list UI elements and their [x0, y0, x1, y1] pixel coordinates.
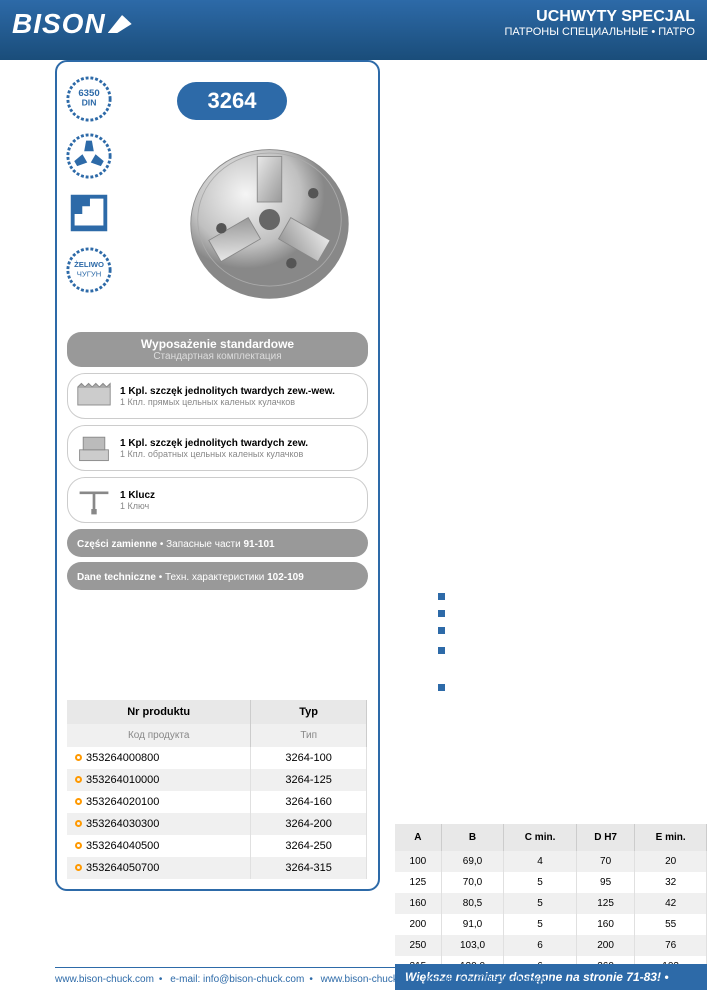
product-type: 3264-315	[251, 857, 367, 879]
status-dot-icon	[75, 820, 82, 827]
equipment-item: 1 Kpl. szczęk jednolitych twardych zew.-…	[67, 373, 368, 419]
product-code: 353264000800	[86, 752, 159, 764]
feature-icons-column: 6350DIN ŻELIWOЧУГУН	[65, 75, 113, 303]
product-code: 353264050700	[86, 862, 159, 874]
jaw-icon	[76, 379, 112, 413]
footer: www.bison-chuck.com• e-mail: info@bison-…	[55, 967, 707, 985]
bar1-pl: Części zamienne	[77, 539, 157, 550]
bar2-pl: Dane techniczne	[77, 572, 156, 583]
equipment-item-pl: 1 Klucz	[120, 490, 155, 501]
material-badge-icon: ŻELIWOЧУГУН	[65, 246, 113, 294]
product-code: 353264020100	[86, 796, 159, 808]
step-badge-icon	[65, 189, 113, 237]
col-header-ru: Код продукта	[67, 724, 251, 747]
product-code: 353264040500	[86, 840, 159, 852]
chuck-product-image	[182, 132, 357, 307]
dim-col: A	[395, 824, 441, 851]
equipment-header-ru: Стандартная комплектация	[77, 351, 358, 362]
equipment-item-pl: 1 Kpl. szczęk jednolitych twardych zew.-…	[120, 386, 335, 397]
logo-swoosh-icon	[108, 15, 132, 33]
status-dot-icon	[75, 754, 82, 761]
table-row: 10069,047020	[395, 851, 707, 872]
equipment-section: Wyposażenie standardowe Стандартная комп…	[67, 332, 368, 590]
col-header-pl: Typ	[251, 700, 367, 724]
product-codes-table: Nr produktuTyp Код продуктаТип 353264000…	[67, 700, 367, 879]
equipment-item: 1 Klucz 1 Ключ	[67, 477, 368, 523]
bar1-ru: Запасные части	[166, 539, 241, 550]
equipment-item-ru: 1 Кпл. обратных цельных каленых кулачков	[120, 449, 308, 459]
equipment-item-text: 1 Kpl. szczęk jednolitych twardych zew.-…	[120, 386, 335, 407]
dim-col: D H7	[576, 824, 634, 851]
footer-email[interactable]: e-mail: info@bison-chuck.com	[170, 974, 304, 985]
product-code: 353264010000	[86, 774, 159, 786]
status-dot-icon	[75, 864, 82, 871]
table-row: 353264010000 3264-125	[67, 769, 367, 791]
svg-text:ЧУГУН: ЧУГУН	[77, 270, 102, 279]
header-title-ru: ПАТРОНЫ СПЕЦИАЛЬНЫЕ • ПАТРО	[505, 26, 695, 38]
product-type: 3264-250	[251, 835, 367, 857]
table-row: 353264000800 3264-100	[67, 747, 367, 769]
table-row: 353264030300 3264-200	[67, 813, 367, 835]
dimensions-table: A B C min. D H7 E min. 10069,047020 1257…	[395, 824, 707, 977]
tech-data-bar: Dane techniczne • Техн. характеристики 1…	[67, 562, 368, 590]
feature-bullets	[438, 593, 445, 701]
footer-url[interactable]: www.bison-chuck.ru	[321, 974, 410, 985]
table-row: 353264020100 3264-160	[67, 791, 367, 813]
header-title-block: UCHWYTY SPECJAL ПАТРОНЫ СПЕЦИАЛЬНЫЕ • ПА…	[505, 8, 695, 38]
product-number-badge: 3264	[177, 82, 287, 120]
product-type: 3264-160	[251, 791, 367, 813]
bullet-icon	[438, 647, 445, 654]
status-dot-icon	[75, 776, 82, 783]
table-row: 353264050700 3264-315	[67, 857, 367, 879]
jaw-icon	[76, 431, 112, 465]
bullet-icon	[438, 610, 445, 617]
footer-url[interactable]: www.bison-chuck.com	[55, 974, 154, 985]
table-row: 16080,5512542	[395, 893, 707, 914]
content: 3264 Wyposażenie standardowe Стандартна	[0, 60, 707, 70]
equipment-item-pl: 1 Kpl. szczęk jednolitych twardych zew.	[120, 438, 308, 449]
bullet-icon	[438, 627, 445, 634]
equipment-item-text: 1 Klucz 1 Ключ	[120, 490, 155, 511]
bar2-pages: 102-109	[267, 572, 304, 583]
table-row: 12570,059532	[395, 872, 707, 893]
bar1-pages: 91-101	[243, 539, 274, 550]
dim-col: C min.	[504, 824, 577, 851]
header-title-pl: UCHWYTY SPECJAL	[505, 8, 695, 26]
key-icon	[76, 483, 112, 517]
product-type: 3264-100	[251, 747, 367, 769]
table-row: 250103,0620076	[395, 935, 707, 956]
equipment-header-pl: Wyposażenie standardowe	[77, 337, 358, 351]
page-header: BISON UCHWYTY SPECJAL ПАТРОНЫ СПЕЦИАЛЬНЫ…	[0, 0, 707, 60]
table-row: 20091,0516055	[395, 914, 707, 935]
equipment-item: 1 Kpl. szczęk jednolitych twardych zew. …	[67, 425, 368, 471]
svg-text:DIN: DIN	[82, 98, 97, 108]
dim-col: B	[441, 824, 504, 851]
footer-email[interactable]: e-mail: info@bison-chuck.ru	[426, 974, 550, 985]
product-type: 3264-200	[251, 813, 367, 835]
status-dot-icon	[75, 842, 82, 849]
product-type: 3264-125	[251, 769, 367, 791]
equipment-item-text: 1 Kpl. szczęk jednolitych twardych zew. …	[120, 438, 308, 459]
bullet-icon	[438, 593, 445, 600]
col-header-ru: Тип	[251, 724, 367, 747]
svg-text:ŻELIWO: ŻELIWO	[74, 260, 104, 269]
product-code: 353264030300	[86, 818, 159, 830]
spare-parts-bar: Części zamienne • Запасные части 91-101	[67, 529, 368, 557]
jaws-badge-icon	[65, 132, 113, 180]
dim-col: E min.	[635, 824, 707, 851]
status-dot-icon	[75, 798, 82, 805]
bar2-ru: Техн. характеристики	[165, 572, 264, 583]
col-header-pl: Nr produktu	[67, 700, 251, 724]
equipment-item-ru: 1 Ключ	[120, 501, 155, 511]
table-row: 353264040500 3264-250	[67, 835, 367, 857]
equipment-item-ru: 1 Кпл. прямых цельных каленых кулачков	[120, 397, 335, 407]
din-badge-icon: 6350DIN	[65, 75, 113, 123]
equipment-header: Wyposażenie standardowe Стандартная комп…	[67, 332, 368, 367]
bullet-icon	[438, 684, 445, 691]
logo-text: BISON	[12, 8, 106, 40]
